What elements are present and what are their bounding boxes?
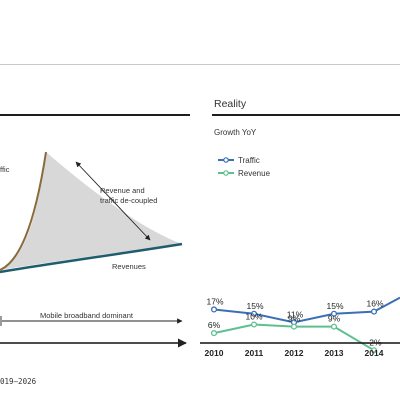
x-tick-label-2014: 2014 [365, 348, 384, 358]
x-tick-label-2011: 2011 [245, 348, 264, 358]
footer-source-note: 019–2026 [0, 377, 37, 386]
data-label-traffic-2014: 16% [366, 299, 383, 309]
chart-legend: Traffic Revenue [218, 156, 271, 178]
series-line-traffic-continuation [373, 296, 400, 313]
left-concept-diagram: ffic Revenue and traffic de-coupled Reve… [0, 151, 187, 348]
data-label-traffic-2010: 17% [206, 296, 223, 306]
revenue-curve [0, 242, 183, 274]
x-tick-label-2012: 2012 [285, 348, 304, 358]
traffic-curve-label: ffic [0, 165, 10, 174]
revenues-curve-label: Revenues [112, 262, 146, 271]
data-point-revenue-2011 [250, 321, 258, 328]
data-point-traffic-2010 [210, 306, 218, 313]
data-point-revenue-2012 [290, 323, 298, 330]
decoupled-label-line2: traffic de-coupled [100, 196, 157, 205]
decoupled-label-line1: Revenue and [100, 186, 145, 195]
data-point-traffic-2013 [330, 310, 338, 317]
growth-yoy-label: Growth YoY [214, 128, 257, 137]
data-label-revenue-2011: 10% [245, 312, 262, 322]
data-label-revenue-2012: 9% [288, 314, 301, 324]
left-panel-rule [0, 114, 190, 116]
top-divider [0, 64, 400, 65]
decoupling-arrow [75, 161, 151, 241]
x-tick-label-2010: 2010 [205, 348, 224, 358]
legend-revenue-marker [223, 170, 229, 176]
traffic-curve [0, 151, 47, 271]
phase-label: Mobile broadband dominant [40, 311, 134, 320]
data-label-traffic-2013: 15% [326, 301, 343, 311]
legend-traffic-marker [223, 157, 229, 163]
data-point-revenue-2013 [330, 323, 338, 330]
data-label-revenue-2010: 6% [208, 320, 221, 330]
legend-traffic-label: Traffic [238, 156, 260, 165]
decoupling-gap-area [0, 152, 182, 270]
legend-revenue-label: Revenue [238, 169, 271, 178]
right-panel-rule [212, 114, 400, 116]
data-label-traffic-2012: 11% [287, 309, 304, 319]
x-tick-label-2013: 2013 [325, 348, 344, 358]
right-panel-title: Reality [214, 98, 247, 110]
growth-chart: Traffic Revenue 17% 15% 11% 15% 16% 6% 10% 9% 9%… [200, 156, 400, 358]
data-point-traffic-2011 [250, 310, 258, 317]
data-point-traffic-2014 [370, 308, 378, 315]
data-label-traffic-2011: 15% [246, 301, 263, 311]
data-label-revenue-2013: 9% [328, 314, 341, 324]
data-point-revenue-2014 [370, 347, 378, 354]
data-point-revenue-2010 [210, 330, 218, 337]
